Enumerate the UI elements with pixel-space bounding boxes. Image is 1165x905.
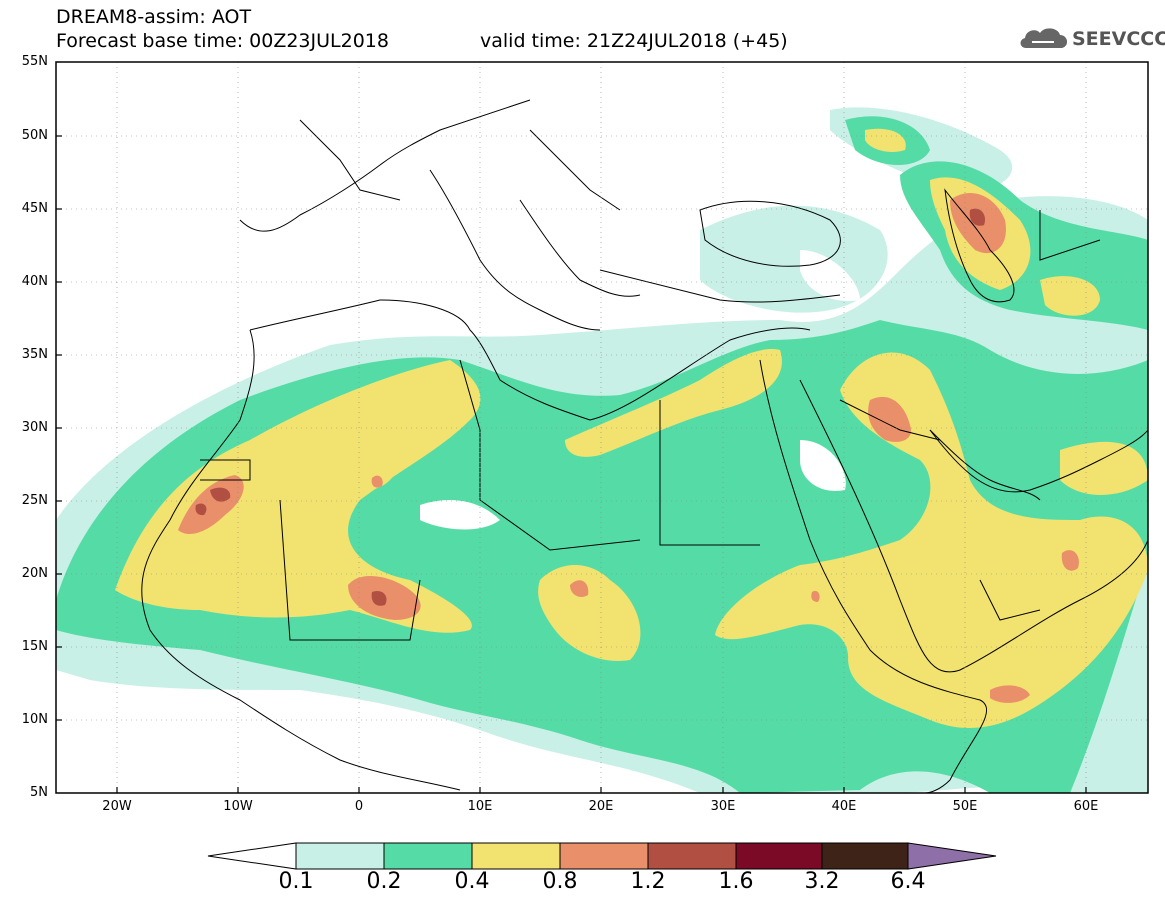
forecast-base-time: Forecast base time: 00Z23JUL2018 — [56, 30, 389, 52]
y-tick-label: 45N — [21, 201, 48, 216]
aot-band-1.2 — [195, 208, 986, 606]
x-tick-label: 30E — [710, 799, 736, 814]
y-tick-label: 10N — [21, 712, 48, 727]
y-tick-label: 5N — [30, 785, 48, 800]
colorbar-label: 1.2 — [630, 869, 666, 894]
colorbar-segment-4 — [647, 842, 737, 870]
colorbar-segment-1 — [383, 842, 473, 870]
aot-low-patches — [420, 250, 860, 530]
coastlines — [141, 99, 1148, 793]
aot-band-0.4 — [115, 128, 1148, 729]
lat-lon-grid — [56, 62, 1148, 793]
y-tick-label: 20N — [21, 566, 48, 581]
x-tick-label: 50E — [952, 799, 978, 814]
x-tick-label: 40E — [831, 799, 857, 814]
colorbar-high-arrow — [907, 842, 997, 870]
valid-time: valid time: 21Z24JUL2018 (+45) — [480, 30, 788, 52]
y-tick-label: 55N — [21, 54, 48, 69]
cloud-icon — [1020, 28, 1068, 48]
logo-text: SEEVCCC — [1072, 28, 1165, 50]
colorbar-label: 0.2 — [366, 869, 402, 894]
x-tick-label: 10E — [467, 799, 493, 814]
colorbar-label: 3.2 — [804, 869, 840, 894]
y-tick-label: 50N — [21, 128, 48, 143]
colorbar — [207, 842, 997, 870]
y-tick-label: 35N — [21, 347, 48, 362]
x-tick-label: 20W — [102, 799, 132, 814]
colorbar-label: 0.8 — [542, 869, 578, 894]
colorbar-label: 0.1 — [278, 869, 314, 894]
colorbar-label: 1.6 — [718, 869, 754, 894]
x-tick-label: 60E — [1073, 799, 1099, 814]
colorbar-segment-2 — [471, 842, 561, 870]
x-tick-label: 20E — [588, 799, 614, 814]
y-tick-label: 30N — [21, 420, 48, 435]
map-title: DREAM8-assim: AOT — [56, 6, 252, 28]
colorbar-segment-6 — [821, 842, 909, 870]
colorbar-segment-5 — [735, 842, 823, 870]
y-tick-label: 40N — [21, 274, 48, 289]
x-tick-label: 0 — [354, 799, 364, 814]
y-tick-label: 25N — [21, 493, 48, 508]
colorbar-label: 6.4 — [890, 869, 926, 894]
colorbar-segment-3 — [559, 842, 649, 870]
colorbar-label: 0.4 — [454, 869, 490, 894]
colorbar-low-arrow — [207, 842, 297, 870]
colorbar-segment-0 — [295, 842, 385, 870]
x-tick-label: 10W — [223, 799, 253, 814]
y-tick-label: 15N — [21, 639, 48, 654]
